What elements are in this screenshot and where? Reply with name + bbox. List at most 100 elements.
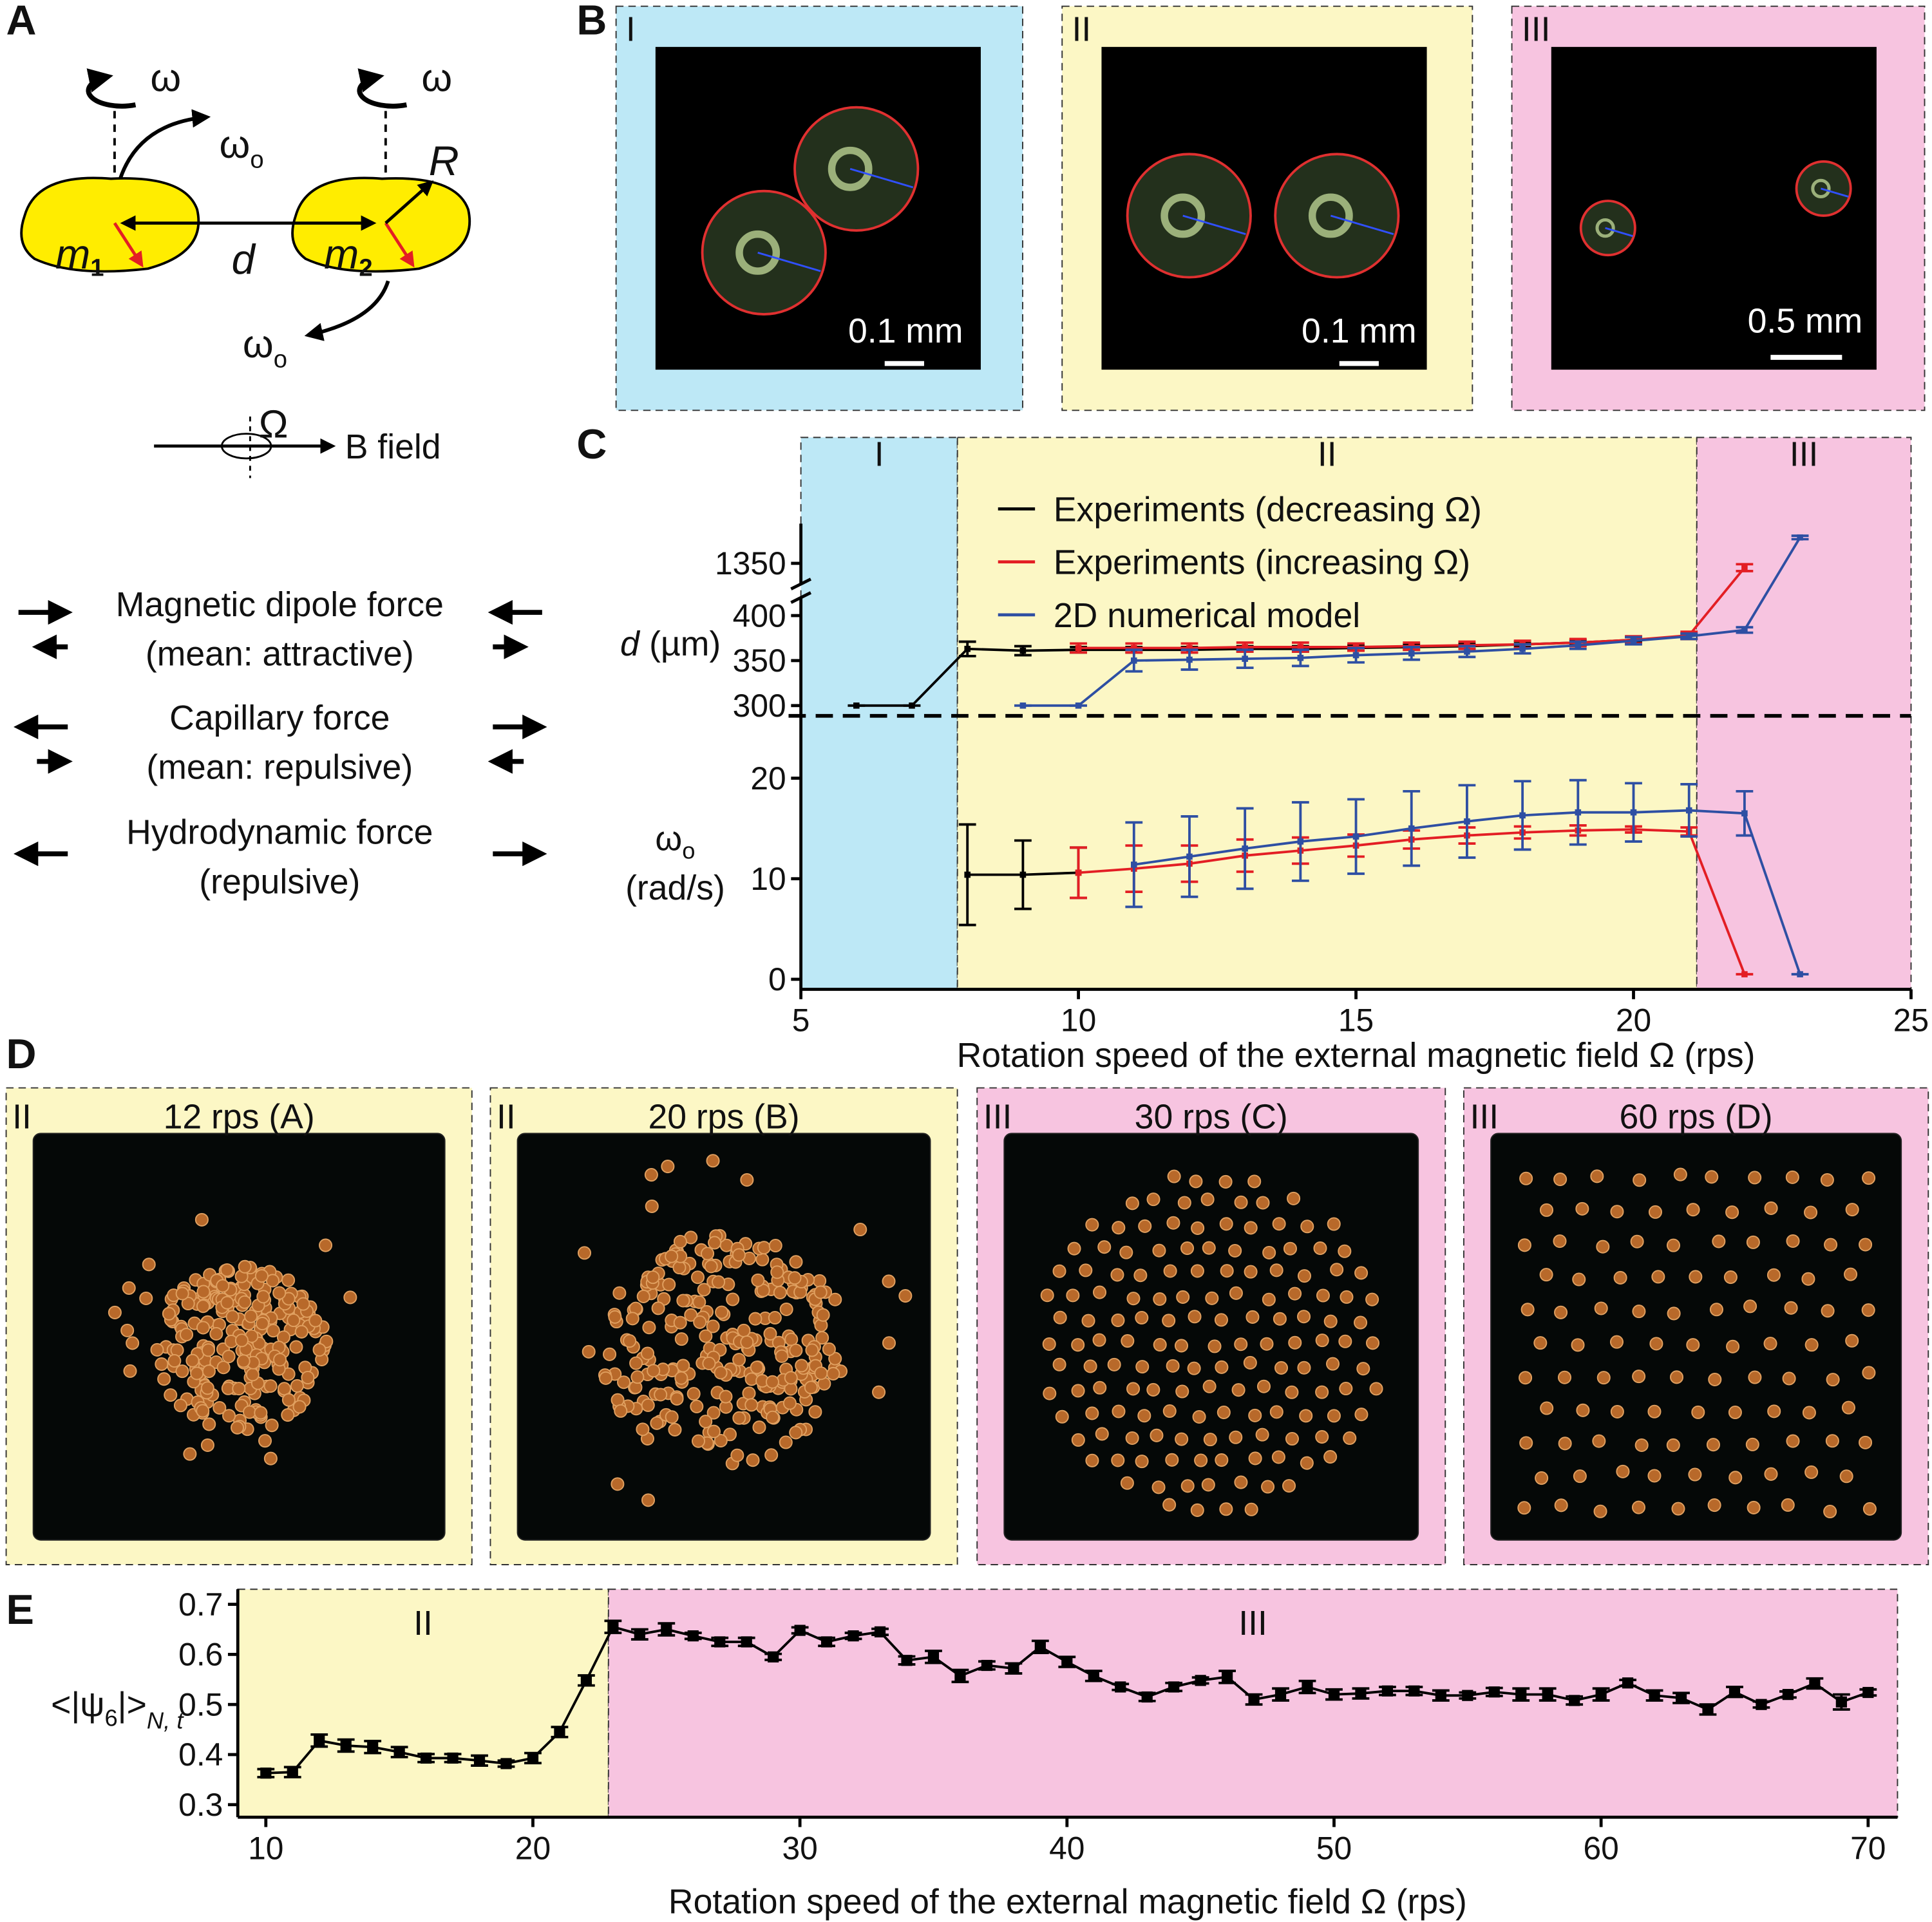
- particle: [1669, 1370, 1684, 1384]
- particle: [1214, 1313, 1228, 1327]
- particle: [1262, 1245, 1276, 1259]
- particle-core: [1595, 218, 1615, 238]
- data-point: [1462, 1690, 1473, 1701]
- particle: [213, 1400, 227, 1415]
- particle: [789, 1426, 803, 1440]
- subscript: o: [250, 146, 263, 173]
- particle: [301, 1370, 315, 1385]
- data-point: [1630, 637, 1637, 644]
- regime-label: III: [983, 1098, 1012, 1136]
- particle: [209, 1326, 223, 1341]
- data-point: [367, 1741, 379, 1753]
- particle: [1111, 1453, 1125, 1467]
- particle: [1553, 1173, 1567, 1187]
- particle: [1648, 1205, 1662, 1219]
- particle: [779, 1302, 793, 1316]
- particle: [1610, 1205, 1624, 1219]
- particle: [1071, 1433, 1085, 1447]
- particle: [1138, 1219, 1152, 1233]
- label-part: |>: [118, 1686, 147, 1724]
- particle: [793, 106, 920, 232]
- data-point: [853, 702, 860, 709]
- subscript: o: [274, 345, 287, 373]
- particle: [1244, 1265, 1258, 1279]
- data-point: [1019, 702, 1027, 709]
- particle: [1285, 1385, 1299, 1399]
- particle: [273, 1353, 287, 1367]
- particle: [254, 1269, 269, 1283]
- particle: [1825, 1434, 1839, 1448]
- x-tick-label: 15: [1338, 1003, 1374, 1039]
- x-tick-label: 10: [1061, 1003, 1096, 1039]
- particle: [676, 1294, 690, 1308]
- particle: [1135, 1310, 1149, 1325]
- particle: [630, 1370, 645, 1384]
- particle: [1820, 1173, 1834, 1187]
- particle: [181, 1296, 195, 1311]
- particle: [1609, 1335, 1624, 1349]
- image-title: 30 rps (C): [1135, 1098, 1288, 1136]
- particle: [763, 1326, 777, 1341]
- particle: [813, 1285, 828, 1299]
- particle: [183, 1447, 197, 1461]
- data-point: [1575, 809, 1582, 816]
- particle: [296, 1297, 310, 1311]
- radius-line: [757, 251, 821, 272]
- particle: [1667, 1306, 1681, 1321]
- particle: [1192, 1409, 1206, 1424]
- particle: [1517, 1501, 1531, 1515]
- particle: [706, 1319, 720, 1333]
- regime-label: III: [1790, 435, 1819, 473]
- particle: [775, 1349, 789, 1363]
- particle: [1356, 1362, 1370, 1376]
- particle: [281, 1273, 296, 1287]
- particle: [611, 1477, 625, 1491]
- particle: [1229, 1430, 1243, 1444]
- particle: [1256, 1379, 1271, 1393]
- particle: [701, 1247, 715, 1261]
- particle: [1323, 1450, 1338, 1464]
- particle: [1747, 1500, 1761, 1514]
- particle: [120, 1323, 135, 1337]
- particle: [1631, 1500, 1645, 1514]
- data-point: [1741, 810, 1748, 817]
- particle: [788, 1271, 802, 1285]
- particle: [690, 1270, 705, 1285]
- particle: [853, 1223, 867, 1237]
- particle: [1234, 1195, 1248, 1209]
- particle: [1613, 1270, 1627, 1285]
- particle: [1826, 1373, 1840, 1387]
- data-point: [1741, 564, 1748, 571]
- particle: [1189, 1174, 1203, 1189]
- data-point: [1008, 1663, 1019, 1674]
- particle: [1110, 1268, 1124, 1282]
- particle: [1844, 1267, 1858, 1281]
- data-point: [661, 1623, 672, 1635]
- particle: [1282, 1479, 1296, 1493]
- particle: [1231, 1383, 1245, 1397]
- particle: [1743, 1299, 1757, 1314]
- particle: [220, 1295, 234, 1310]
- particle: [1162, 1404, 1177, 1418]
- particle: [1274, 1361, 1289, 1375]
- radius-arrow: [384, 180, 434, 225]
- particle: [1146, 1382, 1160, 1397]
- particle: [719, 1390, 733, 1404]
- particle: [1365, 1292, 1379, 1306]
- particle: [699, 1329, 713, 1343]
- particle: [670, 1391, 684, 1406]
- particle: [1671, 1502, 1685, 1516]
- data-point: [1408, 825, 1415, 832]
- particle: [712, 1275, 726, 1289]
- y-tick-label: 0.7: [178, 1587, 223, 1623]
- particle: [672, 1261, 687, 1275]
- data-point: [1741, 971, 1748, 977]
- particle: [1112, 1404, 1126, 1418]
- x-tick-label: 10: [248, 1830, 283, 1866]
- particle: [1691, 1405, 1705, 1419]
- particle: [1781, 1498, 1795, 1512]
- data-point: [1435, 1690, 1446, 1701]
- particle: [1177, 1196, 1191, 1210]
